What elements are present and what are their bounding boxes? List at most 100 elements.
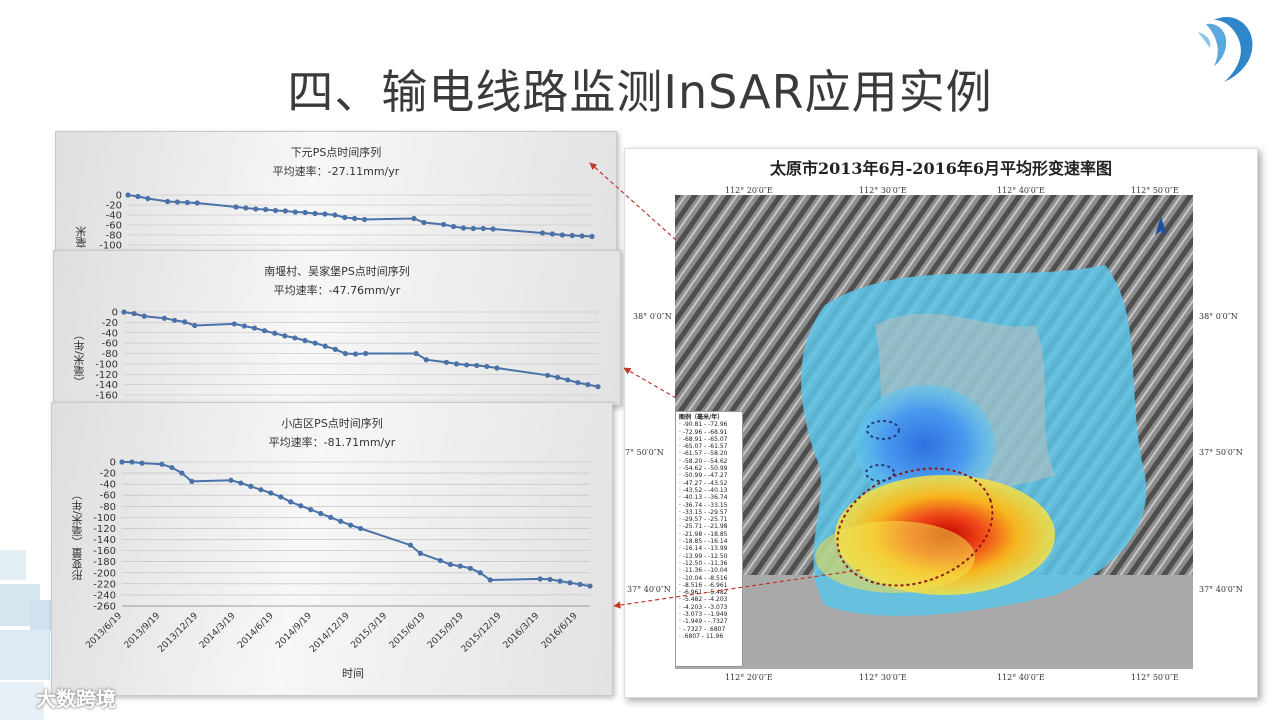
data-point xyxy=(272,207,279,214)
y-tick-label: -220 xyxy=(93,579,116,590)
data-point xyxy=(474,362,480,369)
data-point xyxy=(484,363,490,370)
y-tick-label: -20 xyxy=(102,318,118,329)
legend-item: · .6807 - 11.96 xyxy=(679,632,724,640)
data-point xyxy=(272,330,278,336)
data-point xyxy=(338,518,344,524)
chart-panel-2: 南堰村、吴家堡PS点时间序列 平均速率：-47.76mm/yr （毫米/年） 0… xyxy=(53,250,621,406)
data-point xyxy=(437,557,443,564)
map-top-label: 112° 40′0″E xyxy=(997,186,1045,195)
chart-subtitle: 平均速率：-47.76mm/yr xyxy=(273,284,401,297)
map-bottom-label: 112° 50′0″E xyxy=(1131,673,1179,682)
data-point xyxy=(453,361,460,367)
y-tick-label: 0 xyxy=(116,191,122,202)
data-point xyxy=(262,328,268,334)
map-bottom-label: 112° 20′0″E xyxy=(725,673,773,682)
legend-item: · -72.96 - -68.91 xyxy=(679,428,728,436)
data-point xyxy=(352,215,358,222)
data-point xyxy=(443,359,450,365)
data-point xyxy=(407,542,414,548)
data-point xyxy=(441,221,447,228)
data-point xyxy=(312,210,318,217)
data-point xyxy=(231,321,237,327)
legend-item: · -61.57 - -58.20 xyxy=(679,450,728,458)
legend-item: · -11.36 - -10.04 xyxy=(679,567,728,575)
data-point xyxy=(363,350,369,357)
data-point xyxy=(248,483,254,489)
legend-item: · -25.71 - -21.98 xyxy=(679,523,728,531)
map-right-label: 38° 0′0″N xyxy=(1199,312,1238,321)
data-point xyxy=(141,313,147,319)
legend-item: · -16.14 - -13.99 xyxy=(679,545,728,553)
data-point xyxy=(278,494,284,500)
map-image xyxy=(675,195,1193,669)
data-point xyxy=(347,522,354,528)
data-point xyxy=(549,231,556,237)
legend-item: · -3.073 - -1.949 xyxy=(679,611,728,619)
data-point xyxy=(413,350,419,357)
data-point xyxy=(258,487,264,493)
y-tick-label: -120 xyxy=(95,370,118,381)
data-point xyxy=(139,460,145,466)
legend-item: · -40.13 - -36.74 xyxy=(679,494,728,502)
data-point xyxy=(587,583,593,589)
data-point xyxy=(357,525,364,532)
data-point xyxy=(251,325,258,331)
data-point xyxy=(292,335,298,341)
legend-item: · -65.07 - -61.57 xyxy=(679,443,728,451)
data-point xyxy=(182,319,188,325)
data-point xyxy=(164,198,171,205)
data-point xyxy=(464,362,470,368)
data-point xyxy=(575,379,581,386)
data-point xyxy=(595,384,601,390)
data-point xyxy=(292,209,298,215)
data-point xyxy=(467,565,473,571)
y-tick-label: -180 xyxy=(93,557,116,568)
map-legend: 图例（毫米/年） · -90.81 - -72.96 · -72.96 - -68… xyxy=(675,411,743,667)
y-tick-label: -80 xyxy=(106,231,122,242)
data-point xyxy=(490,226,496,232)
chart-svg-3: 0-20-40-60-80-100-120-140-160-180-200-22… xyxy=(84,458,593,655)
data-point xyxy=(253,206,259,212)
data-point xyxy=(268,490,274,496)
y-tick-label: -40 xyxy=(102,328,118,339)
data-point xyxy=(477,570,483,576)
data-point xyxy=(121,309,127,315)
legend-item: · -33.15 - -29.57 xyxy=(679,508,728,516)
y-tick-label: -80 xyxy=(102,349,118,360)
data-point xyxy=(145,195,151,202)
data-point xyxy=(342,350,349,357)
y-tick-label: -100 xyxy=(95,359,118,370)
data-point xyxy=(129,459,135,465)
data-point xyxy=(189,478,195,484)
y-tick-label: -80 xyxy=(100,502,116,513)
data-point xyxy=(322,211,328,217)
logo-icon xyxy=(1198,16,1253,82)
y-tick-label: -140 xyxy=(93,535,116,546)
legend-item: · -21.98 - -18.85 xyxy=(679,530,728,538)
data-point xyxy=(470,225,476,232)
y-tick-label: -60 xyxy=(106,221,122,232)
data-point xyxy=(554,374,561,380)
y-tick-label: -40 xyxy=(100,480,116,491)
data-point xyxy=(547,576,553,583)
data-point xyxy=(238,480,244,486)
data-point xyxy=(447,561,453,568)
map-bottom-label: 112° 40′0″E xyxy=(997,673,1045,682)
data-point xyxy=(423,357,429,363)
data-point xyxy=(557,578,563,584)
data-point xyxy=(480,225,486,232)
legend-item: · -1.949 - -.7327 xyxy=(679,618,728,626)
chart-svg-2: 0-20-40-60-80-100-120-140-160 xyxy=(95,308,601,402)
chart-panel-3: 小店区PS点时间序列 平均速率：-81.71mm/yr 形变量（毫米/年） 时间… xyxy=(51,402,613,696)
data-point xyxy=(135,193,141,200)
data-point xyxy=(539,230,546,236)
arrow-to-chart-3 xyxy=(613,569,861,609)
data-point xyxy=(537,576,543,582)
data-point xyxy=(585,382,591,388)
data-point xyxy=(332,346,338,352)
data-point xyxy=(567,580,573,586)
data-point xyxy=(421,219,427,226)
y-tick-label: -160 xyxy=(93,546,116,557)
map-title: 太原市2013年6月-2016年6月平均形变速率图 xyxy=(770,159,1112,178)
